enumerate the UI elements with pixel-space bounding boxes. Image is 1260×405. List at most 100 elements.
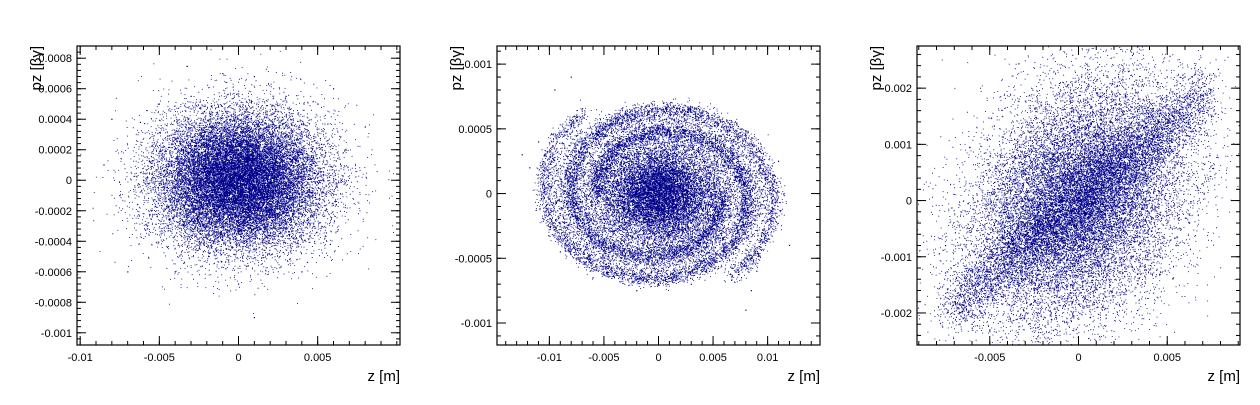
- scatter-point: [636, 206, 638, 208]
- scatter-point: [962, 318, 964, 320]
- scatter-point: [198, 248, 200, 250]
- scatter-point: [190, 95, 192, 97]
- scatter-point: [1078, 155, 1080, 157]
- scatter-point: [329, 243, 331, 245]
- x-axis-title: z [m]: [788, 368, 821, 385]
- x-tick-label: -0.005: [588, 352, 619, 364]
- scatter-point: [225, 268, 227, 270]
- plot-panel-3: -0.005 0 0.005 -0.002 -0.001 0 0.001 0.002 z [m]…: [868, 45, 1241, 385]
- y-tick-label: 0.0004: [38, 114, 72, 126]
- y-tick-label: 0.0002: [38, 145, 72, 157]
- scatter-point: [658, 193, 660, 195]
- scatter-point: [206, 225, 208, 227]
- scatter-point: [712, 167, 714, 169]
- scatter-point: [570, 125, 572, 127]
- scatter-point: [614, 118, 616, 120]
- scatter-cloud: [77, 49, 394, 314]
- scatter-point: [750, 290, 752, 292]
- scatter-point: [127, 271, 129, 273]
- scatter-point: [269, 134, 271, 136]
- scatter-point: [603, 218, 605, 221]
- scatter-point: [1202, 183, 1204, 185]
- scatter-point: [674, 218, 676, 221]
- y-tick-label: 0: [486, 189, 492, 201]
- x-tick-label: -0.01: [68, 352, 93, 364]
- scatter-point: [701, 121, 703, 124]
- x-axis-title: z [m]: [1208, 368, 1241, 385]
- plot-frame: [916, 45, 1241, 346]
- scatter-point: [174, 271, 176, 273]
- y-tick-label: 0: [906, 196, 912, 208]
- scatter-point: [756, 270, 758, 272]
- y-tick-label: -0.001: [461, 318, 492, 330]
- scatter-point: [1131, 160, 1133, 162]
- scatter-point: [658, 141, 660, 143]
- x-tick-label: 0.005: [1153, 352, 1181, 364]
- scatter-point: [1211, 115, 1213, 117]
- scatter-point: [745, 309, 747, 311]
- scatter-point: [641, 167, 643, 169]
- scatter-point: [1078, 200, 1080, 202]
- scatter-point: [111, 118, 113, 120]
- scatter-point: [277, 111, 279, 113]
- scatter-cloud: [532, 97, 787, 291]
- scatter-point: [989, 278, 991, 280]
- scatter-point: [238, 283, 240, 285]
- scatter-point: [1202, 82, 1204, 84]
- scatter-point: [745, 134, 747, 136]
- scatter-point: [767, 231, 769, 234]
- scatter-point: [636, 290, 638, 292]
- scatter-point: [1042, 228, 1044, 230]
- scatter-point: [554, 89, 556, 91]
- x-tick-label: 0: [655, 352, 661, 364]
- scatter-point: [778, 160, 780, 162]
- x-tick-label: 0.01: [757, 352, 778, 364]
- scatter-point: [1166, 76, 1168, 78]
- scatter-point: [158, 103, 160, 105]
- y-tick-label: 0: [66, 175, 72, 187]
- scatter-point: [1024, 239, 1026, 241]
- x-tick-label: 0.005: [304, 352, 332, 364]
- y-tick-label: 0.001: [464, 59, 492, 71]
- y-tick-label: -0.0006: [35, 267, 72, 279]
- y-tick-label: -0.0005: [455, 253, 492, 265]
- scatter-point: [1007, 177, 1009, 179]
- scatter-point: [174, 225, 176, 227]
- scatter-point: [1122, 110, 1124, 112]
- scatter-point: [301, 271, 303, 273]
- scatter-point: [317, 210, 319, 212]
- y-tick-label: -0.001: [41, 328, 72, 340]
- scatter-point: [182, 149, 184, 151]
- scatter-point: [317, 103, 319, 105]
- scatter-point: [1104, 222, 1106, 224]
- x-tick-label: -0.01: [537, 352, 562, 364]
- y-axis-title: pz [βγ]: [28, 46, 45, 90]
- scatter-point: [1184, 76, 1186, 78]
- scatter-point: [261, 195, 263, 197]
- scatter-point: [783, 193, 785, 195]
- scatter-point: [559, 251, 561, 253]
- scatter-point: [989, 329, 991, 331]
- scatter-point: [143, 179, 145, 181]
- scatter-point: [333, 88, 335, 90]
- y-tick-label: 0.0005: [458, 124, 492, 136]
- scatter-point: [1007, 256, 1009, 258]
- x-tick-label: -0.005: [144, 352, 175, 364]
- scatter-point: [1149, 143, 1151, 146]
- y-tick-label: -0.0008: [35, 297, 72, 309]
- scatter-point: [734, 264, 736, 266]
- x-axis-title: z [m]: [368, 368, 401, 385]
- scatter-point: [570, 76, 572, 78]
- y-axis-title: pz [βγ]: [448, 46, 465, 90]
- scatter-point: [679, 180, 681, 182]
- scatter-point: [1078, 245, 1080, 247]
- y-tick-label: -0.0004: [35, 236, 72, 248]
- y-tick-label: -0.001: [881, 252, 912, 264]
- scatter-point: [253, 317, 255, 319]
- scatter-point: [971, 228, 973, 230]
- x-tick-label: 0: [1075, 352, 1081, 364]
- scatter-point: [1113, 267, 1115, 269]
- scatter-point: [222, 73, 224, 75]
- scatter-point: [1149, 228, 1151, 230]
- scatter-point: [253, 76, 255, 78]
